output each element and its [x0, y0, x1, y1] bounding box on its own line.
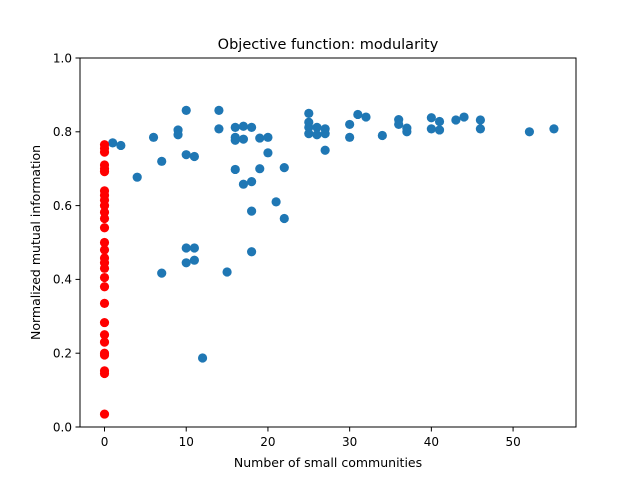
scatter-point — [181, 105, 191, 115]
scatter-point — [157, 156, 167, 166]
scatter-point — [345, 132, 355, 142]
scatter-point — [271, 197, 281, 207]
x-tick-label: 0 — [101, 435, 109, 449]
scatter-point — [426, 124, 436, 134]
scatter-point — [197, 353, 208, 363]
scatter-point — [116, 140, 126, 151]
scatter-point — [353, 109, 363, 120]
scatter-point — [238, 121, 249, 131]
scatter-point — [549, 124, 559, 134]
x-tick-label: 40 — [424, 435, 439, 449]
scatter-point — [189, 243, 199, 253]
scatter-point — [312, 130, 322, 140]
x-tick-label: 20 — [260, 435, 275, 449]
x-axis-ticks: 0 10 20 30 40 50 — [101, 427, 521, 449]
scatter-point — [99, 330, 110, 340]
scatter-point — [99, 223, 110, 233]
scatter-point — [108, 138, 118, 148]
plot-frame — [79, 57, 577, 428]
scatter-point — [99, 245, 110, 255]
plot-points — [99, 105, 559, 419]
scatter-point — [189, 151, 199, 162]
y-tick-label: 0.4 — [53, 273, 72, 287]
scatter-point — [99, 350, 110, 360]
scatter-point — [181, 243, 191, 253]
y-tick-label: 1.0 — [53, 51, 72, 65]
scatter-point — [181, 150, 191, 160]
chart-title: Objective function: modularity — [218, 37, 439, 53]
scatter-point — [255, 164, 265, 174]
x-tick-label: 30 — [342, 435, 357, 449]
scatter-point — [255, 133, 265, 143]
scatter-point — [475, 115, 485, 125]
y-tick-label: 0.0 — [53, 420, 72, 434]
scatter-point — [394, 119, 404, 130]
scatter-point — [99, 317, 110, 328]
scatter-point — [230, 135, 240, 145]
y-tick-label: 0.2 — [53, 347, 72, 361]
x-tick-label: 10 — [179, 435, 194, 449]
scatter-point — [238, 179, 249, 189]
scatter-point — [263, 132, 273, 142]
scatter-point — [189, 255, 199, 265]
scatter-point — [246, 247, 257, 257]
scatter-point — [475, 124, 485, 134]
scatter-point — [377, 130, 387, 141]
scatter-point — [320, 145, 330, 155]
scatter-point — [132, 172, 142, 182]
scatter-point — [246, 122, 257, 132]
scatter-point — [230, 122, 240, 132]
scatter-point — [99, 409, 110, 419]
scatter-point — [279, 213, 289, 224]
scatter-point — [238, 134, 249, 144]
scatter-point — [214, 105, 224, 115]
y-axis-label: Normalized mutual information — [28, 145, 43, 340]
scatter-point — [222, 267, 232, 277]
scatter-point — [173, 130, 183, 140]
scatter-point — [246, 206, 257, 216]
scatter-point — [402, 127, 412, 137]
scatter-point — [99, 147, 110, 157]
y-tick-label: 0.6 — [53, 199, 72, 213]
y-axis-ticks: 0.0 0.2 0.4 0.6 0.8 1.0 — [53, 51, 80, 434]
scatter-point — [279, 162, 289, 173]
scatter-point — [99, 167, 110, 177]
scatter-point — [426, 113, 436, 123]
scatter-point — [451, 115, 461, 125]
scatter-point — [99, 201, 110, 211]
scatter-point — [148, 132, 159, 142]
scatter-point — [304, 108, 314, 118]
y-tick-label: 0.8 — [53, 125, 72, 139]
scatter-point — [230, 164, 240, 175]
scatter-point — [459, 112, 469, 122]
scatter-point — [263, 148, 273, 158]
scatter-point — [99, 237, 110, 248]
scatter-point — [361, 112, 371, 122]
scatter-point — [246, 177, 257, 187]
x-tick-label: 50 — [505, 435, 520, 449]
scatter-point — [181, 258, 191, 268]
scatter-point — [99, 282, 110, 292]
scatter-point — [320, 129, 330, 139]
scatter-point — [304, 129, 314, 139]
scatter-point — [524, 127, 535, 137]
scatter-point — [99, 263, 110, 273]
scatter-point — [434, 116, 445, 127]
scatter-point — [214, 124, 224, 134]
scatter-point — [312, 122, 322, 132]
scatter-point — [99, 368, 110, 379]
scatter-point — [99, 337, 110, 347]
scatter-point — [99, 272, 110, 283]
scatter-point — [434, 125, 445, 135]
scatter-point — [157, 268, 167, 278]
scatter-point — [99, 213, 110, 224]
x-axis-label: Number of small communities — [234, 455, 422, 470]
scatter-point — [99, 298, 110, 308]
scatter-point — [345, 119, 355, 130]
